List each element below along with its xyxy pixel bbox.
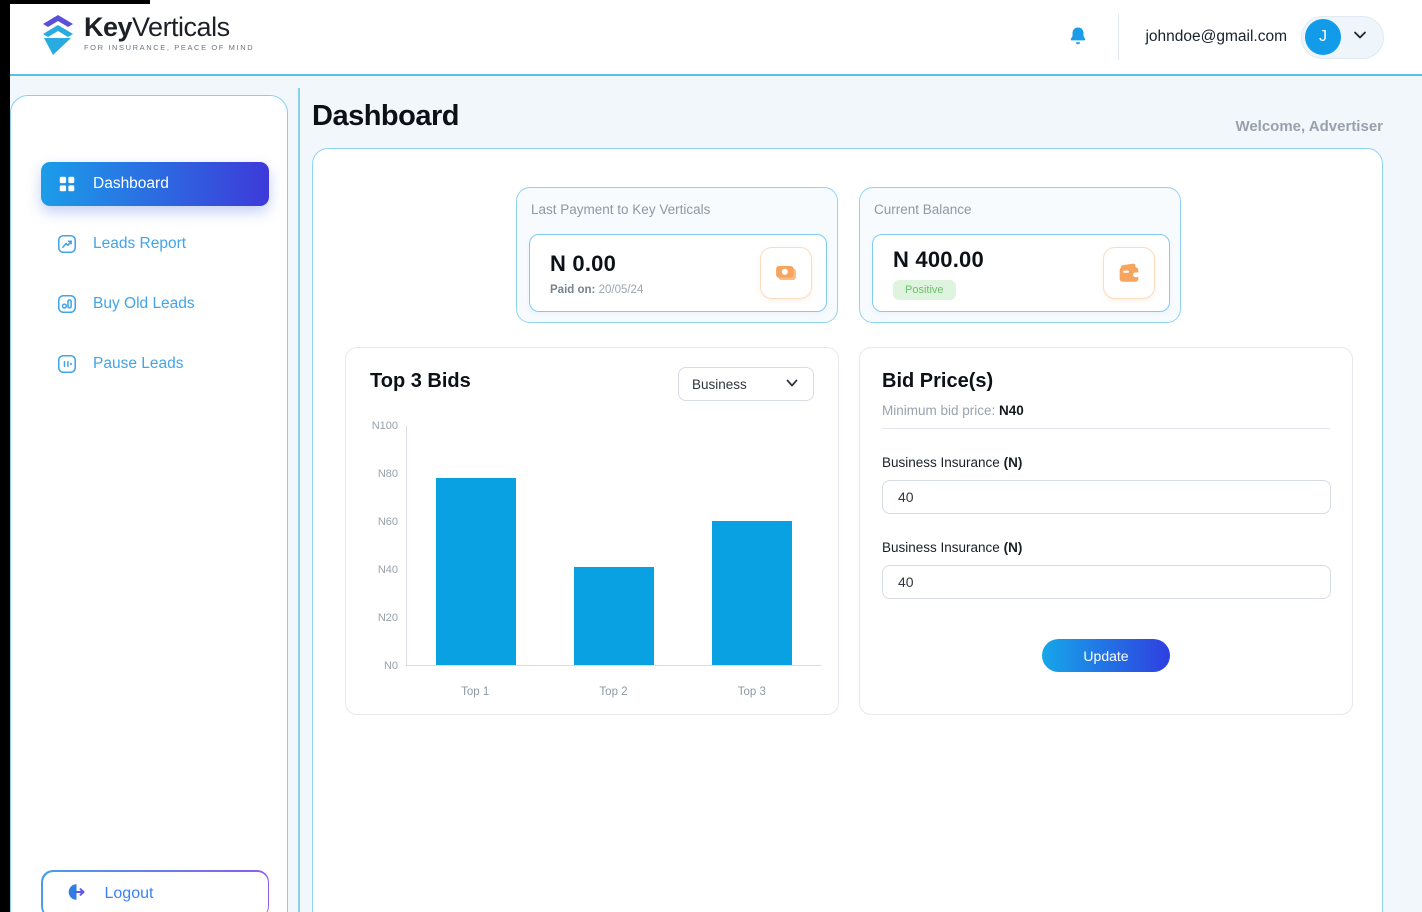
current-balance-card: Current Balance N 400.00 Positive <box>859 187 1181 323</box>
logout-label: Logout <box>104 885 154 902</box>
chart-y-ticks: N100 N80 N60 N40 N20 N0 <box>371 420 398 672</box>
current-balance-label: Current Balance <box>874 202 972 217</box>
bar-top-3 <box>712 521 792 665</box>
buy-old-leads-icon <box>55 292 79 316</box>
status-badge: Positive <box>893 279 956 300</box>
logo-rest: Verticals <box>132 11 230 42</box>
last-payment-amount: N 0.00 <box>550 250 617 276</box>
logo-chevrons-icon <box>38 14 78 61</box>
bid-title: Bid Price(s) <box>882 370 994 392</box>
sidebar-item-leads-report[interactable]: Leads Report <box>41 222 269 266</box>
wallet-icon <box>1103 247 1155 299</box>
bid-price-input-1[interactable] <box>882 480 1331 514</box>
last-payment-label: Last Payment to Key Verticals <box>531 202 711 217</box>
logo-tagline: FOR INSURANCE, PEACE OF MIND <box>84 42 255 52</box>
logo-key: Key <box>84 11 133 42</box>
window-edge-top <box>0 0 150 4</box>
sidebar-item-dashboard[interactable]: Dashboard <box>41 162 269 206</box>
grid-icon <box>55 172 79 196</box>
main-panel: Last Payment to Key Verticals N 0.00 Pai… <box>312 148 1383 912</box>
bid-fields: Business Insurance (N) Business Insurance… <box>882 455 1331 599</box>
pause-leads-icon <box>55 352 79 376</box>
leads-report-icon <box>55 232 79 256</box>
chart-filter-value: Business <box>692 376 747 392</box>
bar-chart: N100 N80 N60 N40 N20 N0 <box>370 420 821 672</box>
avatar[interactable]: J <box>1305 19 1341 55</box>
logout-button[interactable]: Logout <box>41 870 269 912</box>
chart-title: Top 3 Bids <box>370 370 471 392</box>
paid-on: Paid on: 20/05/24 <box>550 283 644 296</box>
bar-top-1 <box>436 478 516 665</box>
bid-field-label: Business Insurance (N) <box>882 540 1023 555</box>
sidebar: Dashboard Leads Report Buy Old Leads Pause … <box>10 95 288 912</box>
current-balance-inner: N 400.00 Positive <box>872 234 1170 312</box>
header-divider <box>1118 14 1120 60</box>
sidebar-item-label: Leads Report <box>93 235 187 252</box>
last-payment-inner: N 0.00 Paid on: 20/05/24 <box>529 234 827 312</box>
sidebar-nav: Dashboard Leads Report Buy Old Leads Pause … <box>41 162 269 386</box>
last-payment-card: Last Payment to Key Verticals N 0.00 Pai… <box>516 187 838 323</box>
bid-prices-card: Bid Price(s) Minimum bid price: N40 Busi… <box>859 347 1353 715</box>
chart-filter-dropdown[interactable]: Business <box>678 367 814 401</box>
bar-top-2 <box>574 567 654 665</box>
sidebar-item-label: Buy Old Leads <box>93 295 195 312</box>
header-right: johndoe@gmail.com J <box>1064 14 1384 60</box>
bid-field: Business Insurance (N) <box>882 540 1331 599</box>
current-balance-amount: N 400.00 <box>893 246 984 272</box>
sidebar-item-label: Pause Leads <box>93 355 184 372</box>
brand-logo: KeyVerticals FOR INSURANCE, PEACE OF MIN… <box>38 11 255 61</box>
sidebar-item-label: Dashboard <box>93 175 169 192</box>
chevron-down-icon <box>784 375 800 394</box>
page-title: Dashboard <box>312 100 459 132</box>
chart-plot <box>406 426 821 666</box>
bid-price-input-2[interactable] <box>882 565 1331 599</box>
chart-x-labels: Top 1 Top 2 Top 3 <box>461 686 766 698</box>
minimum-bid-price: Minimum bid price: N40 <box>882 403 1330 429</box>
user-email: johndoe@gmail.com <box>1145 28 1287 45</box>
bid-field-label: Business Insurance (N) <box>882 455 1023 470</box>
logout-icon <box>67 882 87 907</box>
top-header: KeyVerticals FOR INSURANCE, PEACE OF MIN… <box>0 0 1422 76</box>
account-menu[interactable]: J <box>1301 15 1384 59</box>
top-bids-card: Top 3 Bids Business N100 N80 N60 N40 N20 N0 T… <box>345 347 839 715</box>
bid-field: Business Insurance (N) <box>882 455 1331 514</box>
welcome-text: Welcome, Advertiser <box>1235 118 1383 135</box>
sidebar-item-pause-leads[interactable]: Pause Leads <box>41 342 269 386</box>
window-edge-left <box>0 0 10 912</box>
update-button[interactable]: Update <box>1042 639 1170 672</box>
sidebar-main-divider <box>298 88 300 912</box>
logo-text: KeyVerticals FOR INSURANCE, PEACE OF MIN… <box>84 11 255 52</box>
chevron-down-icon[interactable] <box>1351 26 1369 49</box>
notification-bell-icon[interactable] <box>1064 23 1092 51</box>
cash-icon <box>760 247 812 299</box>
sidebar-item-buy-old-leads[interactable]: Buy Old Leads <box>41 282 269 326</box>
